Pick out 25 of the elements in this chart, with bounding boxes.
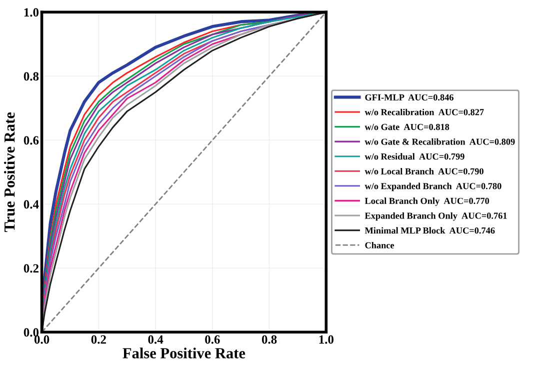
y-tick-label: 0.4 [24, 200, 39, 209]
y-tick-label: 0.0 [24, 328, 39, 337]
x-tick-label: 0.8 [262, 335, 277, 344]
legend-label: w/o Gate AUC=0.818 [364, 124, 450, 130]
y-tick-label: 0.2 [24, 264, 38, 273]
legend-label: w/o Local Branch AUC=0.790 [364, 168, 484, 174]
legend-label: GFI-MLP AUC=0.846 [365, 94, 454, 101]
legend-label: w/o Residual AUC=0.799 [364, 153, 464, 160]
y-tick-label: 0.8 [24, 72, 39, 81]
y-axis-title: True Positive Rate [4, 112, 15, 232]
legend-label: Expanded Branch Only AUC=0.761 [364, 212, 507, 221]
y-tick-label: 0.6 [24, 136, 39, 145]
x-tick-label: 0.2 [91, 335, 106, 344]
legend-label: Minimal MLP Block AUC=0.746 [364, 227, 495, 234]
legend-label: w/o Expanded Branch AUC=0.780 [364, 182, 502, 192]
legend-label: Local Branch Only AUC=0.770 [364, 198, 490, 206]
x-tick-label: 0.0 [34, 335, 50, 344]
legend-label: w/o Gate & Recalibration AUC=0.809 [364, 138, 515, 145]
y-tick-label: 1.0 [24, 8, 39, 17]
x-axis-title: False Positive Rate [122, 348, 246, 358]
x-tick-label: 0.4 [148, 335, 164, 344]
legend-label: w/o Recalibration AUC=0.827 [364, 108, 484, 116]
x-tick-label: 1.0 [319, 335, 334, 344]
legend-label: Chance [365, 242, 394, 248]
x-tick-label: 0.6 [205, 335, 220, 344]
